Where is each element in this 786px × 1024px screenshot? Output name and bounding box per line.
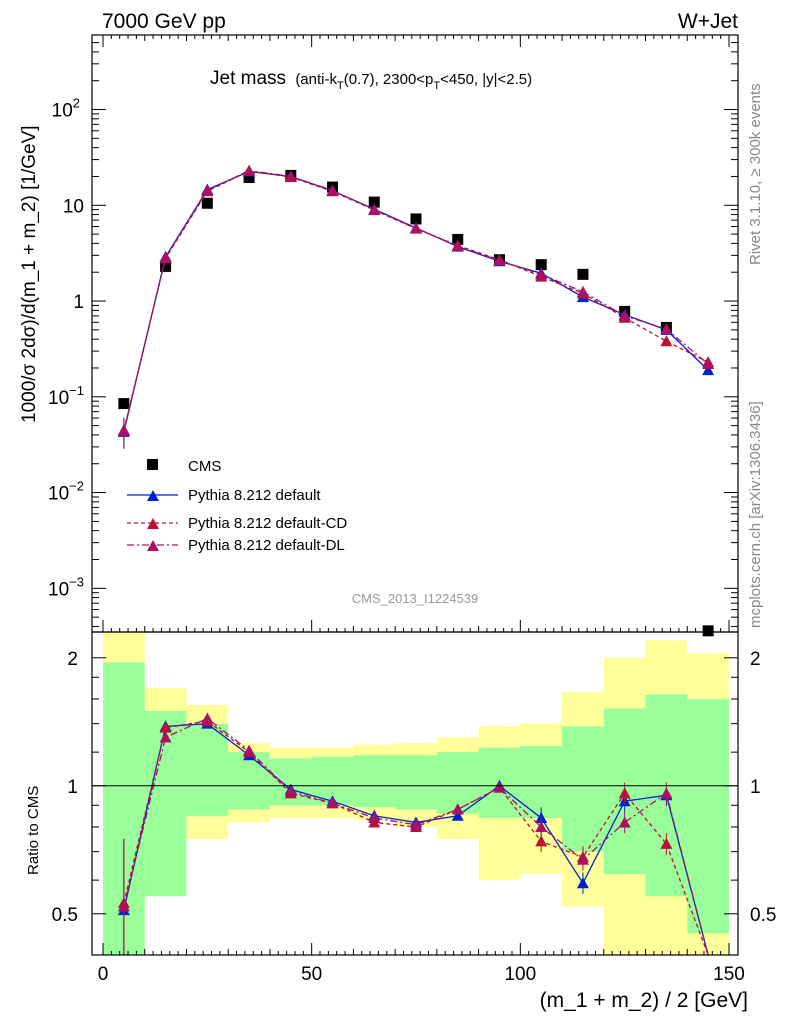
- mc-marker-ratio: [326, 797, 339, 809]
- mc-marker-ratio: [618, 816, 631, 828]
- x-tick-label: 100: [504, 964, 536, 985]
- mc-marker-ratio: [576, 853, 589, 865]
- mc-marker-ratio: [201, 712, 214, 724]
- mc-marker-ratio: [368, 811, 381, 823]
- ratio-y-axis-label: Ratio to CMS: [25, 786, 42, 875]
- mcplots-label: mcplots.cern.ch [arXiv:1306.3436]: [747, 401, 764, 628]
- mc-marker-ratio: [660, 787, 673, 799]
- ratio-band-green-bin: [186, 723, 229, 816]
- mc-line-main-2: [123, 169, 709, 432]
- cms-data-point: [452, 233, 464, 245]
- mc-marker-ratio: [535, 821, 548, 833]
- rivet-version-label: Rivet 3.1.10, ≥ 300k events: [747, 83, 764, 265]
- ratio-y-tick-label-right: 2: [750, 649, 761, 670]
- plot-title: Jet mass (anti-kT(0.7), 2300<pT<450, |y|…: [210, 68, 532, 92]
- main-y-tick-label: 10−3: [48, 574, 84, 600]
- mc-marker-ratio: [451, 803, 464, 815]
- main-y-tick-label: 1: [73, 292, 84, 313]
- ratio-band-green-bin: [562, 726, 604, 852]
- ratio-band-green-bin: [687, 699, 729, 934]
- mc-marker-main: [702, 364, 715, 376]
- cms-data-point: [577, 268, 589, 280]
- analysis-id-label: CMS_2013_I1224539: [352, 591, 479, 606]
- mc-marker-ratio: [618, 787, 631, 799]
- mc-marker-main: [660, 335, 673, 347]
- mc-marker-main: [368, 203, 381, 215]
- legend: CMS Pythia 8.212 default Pythia 8.212 de…: [127, 458, 347, 554]
- mc-marker-ratio: [117, 900, 130, 912]
- main-y-axis-label: 1000/σ 2dσ)/d(m_1 + m_2) [1/GeV]: [19, 125, 40, 423]
- ratio-y-tick-label-right: 1: [750, 777, 761, 798]
- x-axis-label: (m_1 + m_2) / 2 [GeV]: [540, 989, 748, 1012]
- mc-marker-main: [535, 268, 548, 280]
- cms-data-point: [243, 172, 255, 184]
- x-tick-label: 50: [301, 964, 322, 985]
- mc-marker-ratio: [159, 731, 172, 743]
- x-tick-label: 0: [98, 964, 109, 985]
- mc-marker-main: [702, 358, 715, 370]
- mc-marker-ratio: [493, 781, 506, 793]
- mc-marker-main: [117, 424, 130, 436]
- cms-data-point: [201, 197, 213, 209]
- mc-marker-ratio: [451, 809, 464, 821]
- ratio-band-green-bin: [353, 755, 396, 808]
- ratio-band-green-bin: [395, 755, 437, 810]
- mc-marker-main: [618, 309, 631, 321]
- mc-line-main-0: [123, 170, 709, 433]
- process-label: W+Jet: [678, 10, 738, 33]
- ratio-y-tick-label-left: 0.5: [52, 905, 78, 926]
- cms-data-point: [410, 213, 422, 225]
- cms-data-point: [118, 398, 130, 410]
- mc-marker-ratio: [284, 785, 297, 797]
- energy-label: 7000 GeV pp: [102, 10, 226, 33]
- main-y-tick-label: 10−1: [48, 383, 84, 409]
- mc-marker-ratio: [660, 837, 673, 849]
- legend-label-default: Pythia 8.212 default: [188, 487, 321, 504]
- mc-marker-main: [451, 240, 464, 252]
- legend-marker-default-dl: [147, 540, 159, 551]
- mc-marker-main: [493, 254, 506, 266]
- legend-label-cms: CMS: [188, 458, 221, 475]
- mc-marker-ratio: [159, 721, 172, 733]
- ratio-y-tick-label-right: 0.5: [750, 905, 776, 926]
- mc-line-main-1: [123, 170, 709, 431]
- legend-label-default-cd: Pythia 8.212 default-CD: [188, 515, 347, 532]
- legend-marker-default: [147, 490, 159, 501]
- axis-ticks: 0 50 100 150 102 10 1 10−1 10−2 10−3 2 2 1 1 0.5 0.5: [48, 34, 776, 985]
- mc-marker-main: [326, 184, 339, 196]
- cms-data-point: [368, 196, 380, 208]
- mc-marker-ratio: [243, 744, 256, 756]
- main-y-tick-label: 102: [52, 96, 80, 122]
- mc-marker-main: [576, 285, 589, 297]
- main-y-tick-label: 10−2: [48, 479, 84, 505]
- ratio-band-green-bin: [520, 746, 563, 818]
- mc-marker-main: [410, 222, 422, 234]
- ratio-plot-frame: [91, 631, 739, 956]
- main-series: [117, 164, 715, 637]
- ratio-uncertainty-bands: [103, 632, 729, 955]
- mc-marker-main: [660, 323, 673, 335]
- cms-data-point: [535, 259, 547, 271]
- mc-marker-ratio: [410, 818, 422, 830]
- main-y-tick-label: 10: [63, 196, 84, 217]
- mc-marker-ratio: [576, 877, 589, 889]
- ratio-band-green-bin: [436, 752, 479, 814]
- ratio-y-tick-label-left: 1: [67, 777, 78, 798]
- cms-data-point: [160, 260, 172, 272]
- legend-label-default-dl: Pythia 8.212 default-DL: [188, 537, 345, 554]
- ratio-series: [117, 712, 709, 956]
- legend-marker-default-cd: [147, 518, 159, 529]
- mc-marker-main: [284, 170, 297, 182]
- ratio-band-green-bin: [228, 752, 270, 810]
- x-tick-label: 150: [713, 964, 745, 985]
- mc-marker-main: [243, 164, 256, 176]
- ratio-y-tick-label-left: 2: [67, 649, 78, 670]
- legend-marker-cms: [147, 459, 158, 470]
- cms-data-point: [702, 625, 714, 637]
- mc-marker-main: [159, 251, 172, 263]
- mc-marker-ratio: [535, 835, 548, 847]
- mc-marker-main: [201, 184, 214, 196]
